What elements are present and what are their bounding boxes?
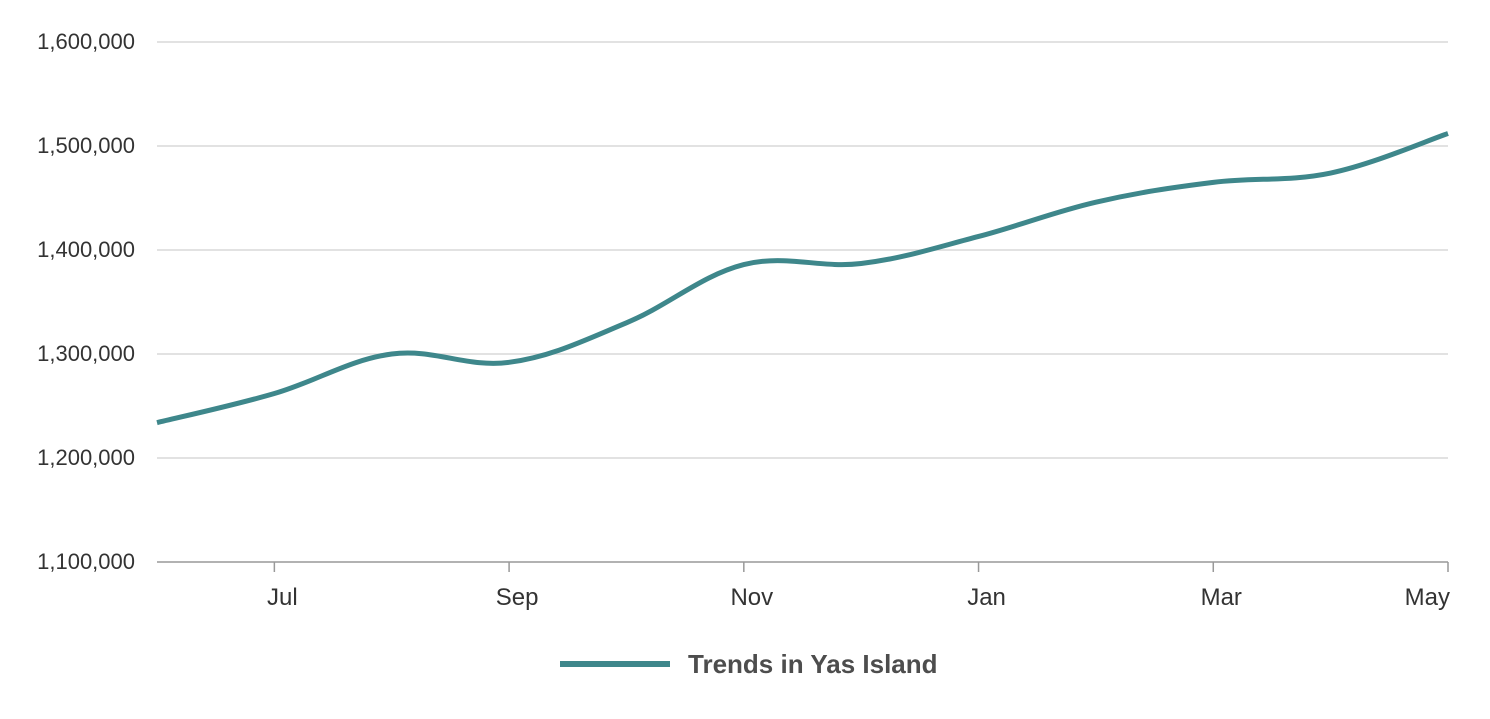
data-point xyxy=(1211,180,1216,185)
x-axis: Jul Sep Nov Jan Mar May xyxy=(157,561,1450,611)
y-tick-label: 1,600,000 xyxy=(37,29,135,54)
x-tick-label: Jan xyxy=(967,584,1006,611)
y-axis: 1,100,000 1,200,000 1,300,000 1,400,000 1,50… xyxy=(37,29,135,574)
data-point xyxy=(272,391,277,396)
legend: Trends in Yas Island xyxy=(560,649,938,679)
data-point xyxy=(976,234,981,239)
x-tick-label: Sep xyxy=(496,584,539,611)
data-point xyxy=(389,352,394,357)
series-line xyxy=(156,131,1449,426)
data-point xyxy=(507,360,512,365)
x-tick-label: Jul xyxy=(267,584,298,611)
data-point xyxy=(741,262,746,267)
y-tick-label: 1,100,000 xyxy=(37,549,135,574)
series-layer xyxy=(155,131,1451,426)
data-point xyxy=(859,261,864,266)
data-point xyxy=(1093,200,1098,205)
x-tick-label: Mar xyxy=(1201,584,1242,611)
y-tick-label: 1,200,000 xyxy=(37,445,135,470)
y-tick-label: 1,400,000 xyxy=(37,237,135,262)
data-point xyxy=(155,420,160,425)
data-point xyxy=(1446,131,1451,136)
x-tick-label: May xyxy=(1405,584,1450,611)
y-tick-label: 1,300,000 xyxy=(37,341,135,366)
y-tick-label: 1,500,000 xyxy=(37,133,135,158)
legend-label: Trends in Yas Island xyxy=(688,649,938,679)
x-tick-label: Nov xyxy=(730,584,773,611)
data-point xyxy=(624,320,629,325)
grid-lines xyxy=(157,41,1448,459)
data-point xyxy=(1328,171,1333,176)
